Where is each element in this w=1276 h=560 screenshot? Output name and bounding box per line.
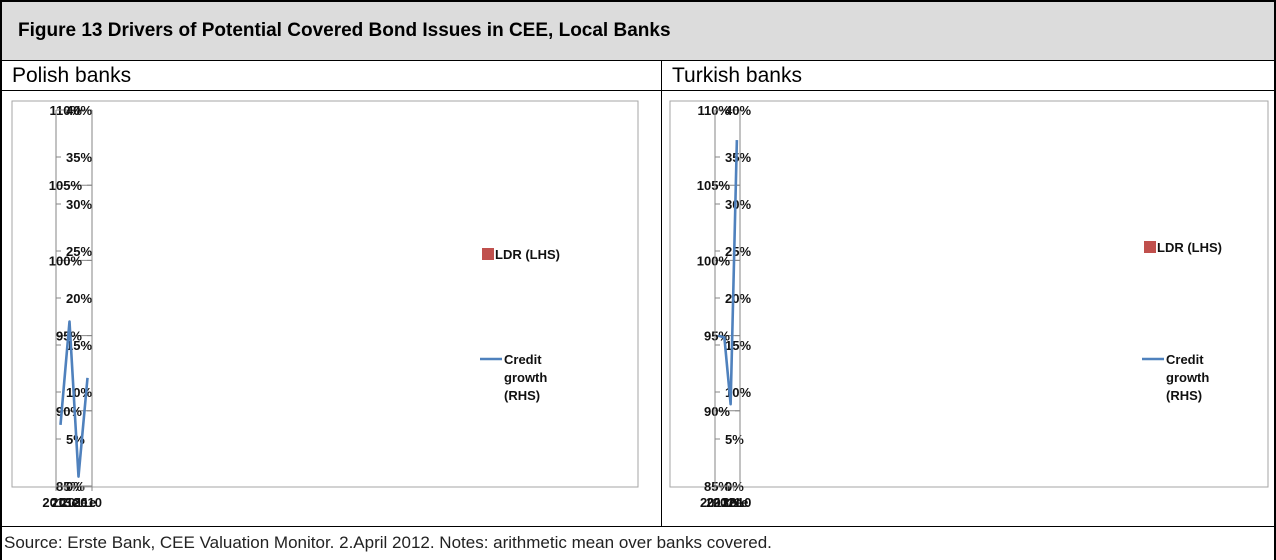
chart-frame [669,100,1269,488]
source-note: Source: Erste Bank, CEE Valuation Monito… [0,526,1276,560]
x-tick-label: 2011e [713,495,748,510]
right-tick-label: 10% [66,385,92,400]
legend-bar-label: LDR (LHS) [495,247,560,262]
right-tick-label: 40% [66,103,92,118]
x-tick-label: 2010 [722,495,751,510]
right-tick-label: 15% [66,338,92,353]
left-tick-label: 100% [697,253,731,268]
x-tick-label: 2011e [61,495,96,510]
right-tick-label: 20% [66,291,92,306]
legend-bar-label: LDR (LHS) [1157,240,1222,255]
x-tick-label: 2013e [700,495,736,510]
left-tick-label: 105% [49,178,83,193]
right-tick-label: 15% [725,338,751,353]
right-tick-label: 5% [725,432,744,447]
x-tick-label: 2012e [51,495,87,510]
right-tick-label: 40% [725,103,751,118]
right-tick-label: 35% [725,150,751,165]
legend-bar-swatch [482,248,494,260]
legend-line-label: Credit [504,352,542,367]
left-tick-label: 90% [704,404,730,419]
chart-turkish: 85%90%95%100%105%110%0%5%10%15%20%25%30%… [669,100,1269,510]
legend-line-label: Credit [1166,352,1204,367]
figure-title: Figure 13 Drivers of Potential Covered B… [18,20,671,41]
legend-line-label: growth [504,370,547,385]
left-tick-label: 110% [697,103,730,118]
panel-title-polish: Polish banks [0,60,662,90]
left-tick-label: 110% [49,103,82,118]
chart-cell-turkish: 85% 90% 95% 100% 105% 110% 0% 5% 10% 15% 20% 25% 30%… [662,90,1276,526]
x-tick-label: 2012e [706,495,742,510]
panel-title-turkish: Turkish banks [662,60,1276,90]
right-tick-label: 20% [725,291,751,306]
x-tick-label: 2010 [73,495,102,510]
chart-cell-polish: 85% 90% 95% 100% 105% 110% 0% 5% 10% 15% 20% 25% 30%… [0,90,662,526]
legend-line-label: growth [1166,370,1209,385]
x-tick-label: 2013e [42,495,78,510]
legend-line-label: (RHS) [1166,388,1202,403]
line-credit-growth [59,320,89,478]
right-tick-label: 25% [66,244,92,259]
right-tick-label: 30% [66,197,92,212]
left-tick-label: 100% [49,253,83,268]
right-tick-label: 30% [725,197,751,212]
left-tick-label: 105% [697,178,731,193]
legend-bar-swatch [1144,241,1156,253]
chart-frame [11,100,639,488]
figure-title-bar: Figure 13 Drivers of Potential Covered B… [0,0,1276,60]
right-tick-label: 35% [66,150,92,165]
chart-polish: 85%90%95%100%105%110%0%5%10%15%20%25%30%… [11,100,639,510]
right-tick-label: 25% [725,244,751,259]
line-credit-growth [717,140,739,406]
legend-line-label: (RHS) [504,388,540,403]
